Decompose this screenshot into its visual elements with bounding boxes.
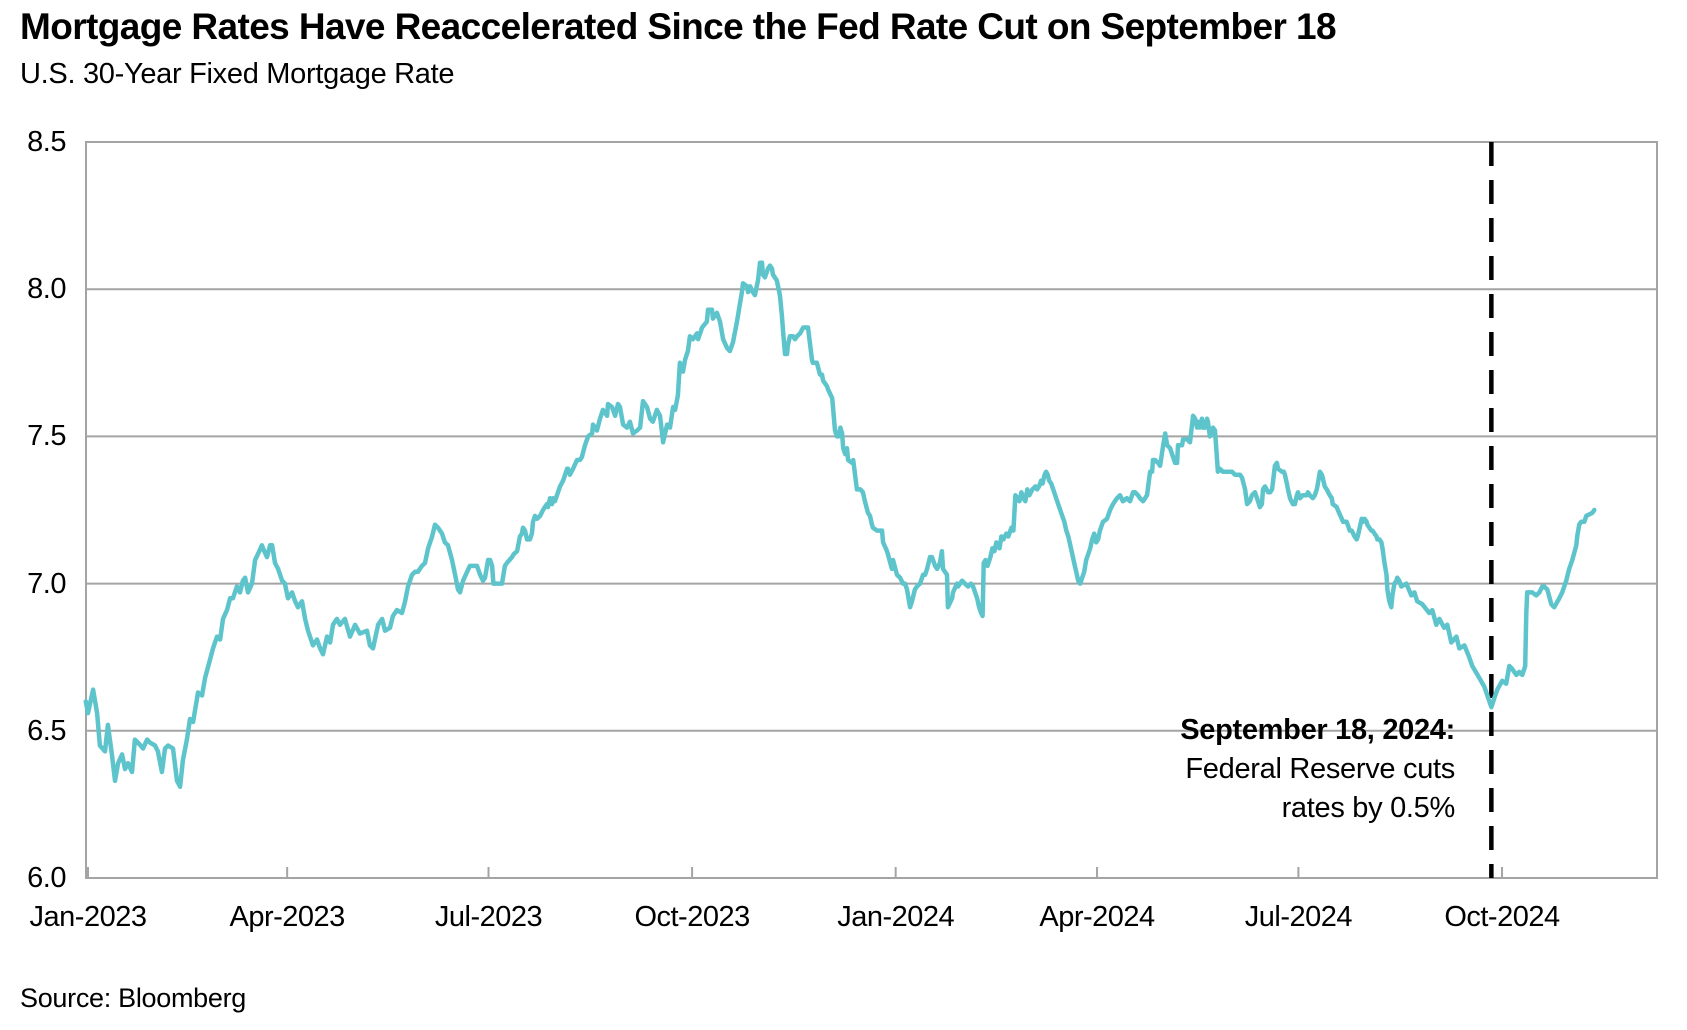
y-tick-label: 6.0 <box>27 862 66 894</box>
y-tick-label: 6.5 <box>27 714 66 747</box>
event-annotation-line2: rates by 0.5% <box>1281 792 1456 824</box>
chart-subtitle: U.S. 30-Year Fixed Mortgage Rate <box>20 58 455 90</box>
chart-title: Mortgage Rates Have Reaccelerated Since … <box>20 6 1337 47</box>
x-tick-label: Oct-2024 <box>1444 901 1560 933</box>
event-annotation-heading: September 18, 2024: <box>1180 714 1455 746</box>
y-tick-label: 8.0 <box>27 273 66 306</box>
event-annotation-line1: Federal Reserve cuts <box>1185 753 1455 785</box>
source-note: Source: Bloomberg <box>20 983 247 1013</box>
x-tick-label: Apr-2023 <box>229 901 345 933</box>
x-tick-label: Jul-2024 <box>1244 901 1353 933</box>
y-tick-label: 7.5 <box>27 420 66 453</box>
x-tick-label: Jan-2023 <box>29 901 147 933</box>
y-tick-label: 8.5 <box>27 126 66 158</box>
x-tick-label: Oct-2023 <box>634 901 750 933</box>
event-annotation: September 18, 2024: Federal Reserve cuts… <box>1180 711 1455 828</box>
plot-border <box>85 141 1658 879</box>
x-tick-label: Jan-2024 <box>837 901 955 933</box>
x-tick-label: Apr-2024 <box>1039 901 1155 933</box>
x-tick-label: Jul-2023 <box>434 901 543 933</box>
rate-line <box>83 260 1597 789</box>
y-tick-label: 7.0 <box>27 567 66 600</box>
